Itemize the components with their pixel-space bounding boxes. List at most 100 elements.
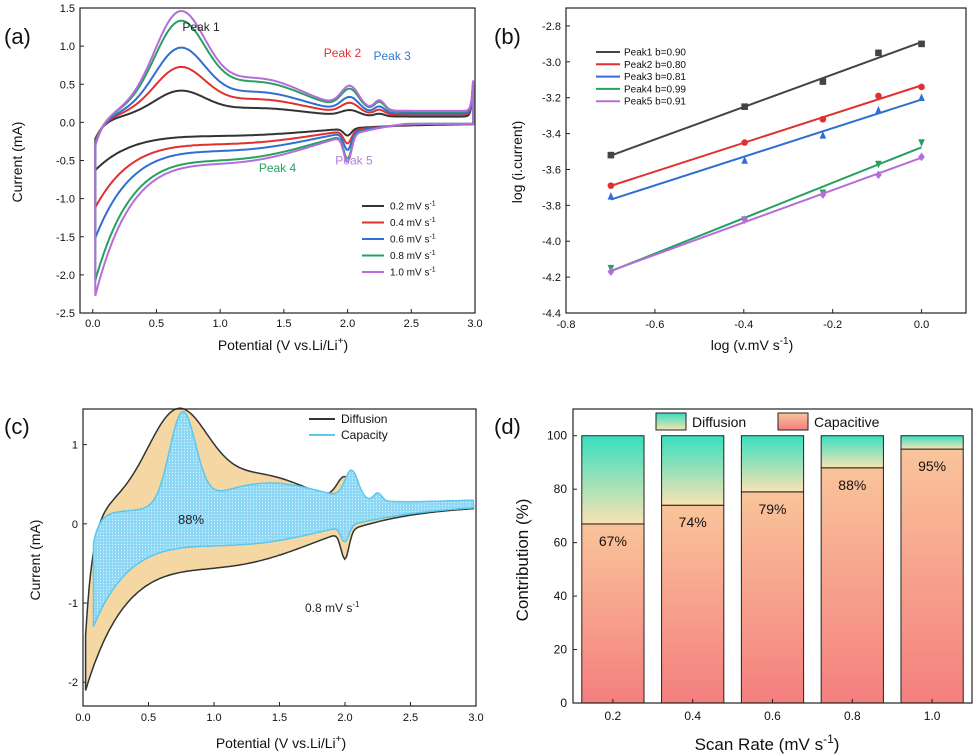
panel-a-peak-label: Peak 3 [373, 49, 411, 63]
panel-d-bar-diffusion [740, 435, 805, 493]
panel-b-ytick-label: -3.4 [542, 129, 561, 141]
panel-d-bar-capacitive [581, 523, 645, 704]
panel-b-ytick-label: -4.4 [542, 308, 561, 320]
panel-d-ytick-label: 40 [554, 589, 568, 603]
panel-b-ytick-label: -3.8 [542, 200, 561, 212]
panel-d-legend-label: Diffusion [692, 414, 746, 430]
panel-d-xtick-label: 0.6 [764, 709, 781, 723]
panel-a-cv-curves: (a) Current (mA) Potential (V vs.Li/Li+)… [4, 3, 483, 353]
panel-a-peak-label: Peak 4 [259, 161, 297, 175]
panel-d-ytick-label: 100 [547, 429, 567, 443]
panel-a-ytick-label: -1.5 [56, 232, 75, 244]
panel-a-ytick-label: -0.5 [56, 156, 75, 168]
panel-b-point [607, 267, 615, 277]
panel-b-fit-line-0 [610, 41, 922, 157]
panel-a-legend-label: 1.0 mV s-1 [390, 267, 436, 279]
panel-c-xtick-label: 2.5 [403, 712, 418, 724]
panel-b-xtick-label: 0.0 [914, 319, 929, 331]
panel-b-fit-line-3 [610, 146, 922, 273]
panel-d-data-label: 95% [918, 458, 946, 474]
panel-d-bar-capacitive [661, 504, 725, 704]
panel-d-bar-diffusion [820, 435, 884, 469]
panel-a-xtick-label: 0.5 [149, 318, 164, 330]
panel-a-legend-label: 0.4 mV s-1 [390, 217, 436, 229]
panel-b-legend-label: Peak3 b=0.81 [624, 72, 686, 83]
panel-b-legend-label: Peak1 b=0.90 [624, 48, 686, 59]
panel-c-capacity-area [92, 410, 475, 627]
panel-a-ticks: 0.0 0.5 1.0 1.5 2.0 2.5 3.0 -2.5 -2.0 -1.5 -1.0 -0.… [56, 3, 483, 330]
panel-d-legend: Diffusion Capacitive [655, 412, 880, 431]
panel-c-legend: Diffusion Capacity [309, 412, 388, 442]
panel-a-legend: 0.2 mV s-1 0.4 mV s-1 0.6 mV s-1 0.8 mV s-1… [362, 201, 436, 279]
panel-c-xtick-label: 0.0 [75, 712, 90, 724]
panel-a-ytick-label: -2.0 [56, 270, 75, 282]
panel-b-point [819, 190, 827, 199]
panel-c-xtick-label: 3.0 [468, 712, 483, 724]
panel-b-point [741, 156, 748, 164]
panel-d-frame [572, 408, 973, 704]
panel-b-ytick-label: -2.8 [542, 21, 561, 33]
panel-b-xtick-label: -0.6 [645, 319, 664, 331]
panel-d-ytick-label: 60 [554, 536, 568, 550]
panel-a-series-4 [94, 9, 475, 297]
panel-b-ytick-label: -4.2 [542, 272, 561, 284]
panel-b-point [607, 151, 615, 159]
panel-a-xtick-label: 3.0 [467, 318, 482, 330]
panel-d-ylabel: Contribution (%) [513, 499, 532, 622]
panel-b-point [819, 131, 827, 139]
panel-b-fit-line-1 [610, 84, 922, 187]
panel-b-legend-label: Peak4 b=0.99 [624, 84, 686, 95]
panel-d-bar-capacitive [820, 467, 884, 704]
panel-b-fits [607, 40, 925, 277]
panel-d-data-label: 74% [679, 514, 707, 530]
panel-a-frame [79, 7, 476, 314]
panel-c-capacitive-area: (c) Current (mA) Potential (V vs.Li/Li+)… [4, 407, 484, 751]
panel-b-point [819, 115, 827, 123]
panel-b-log-fit: (b) log (i.current) log (v.mV s-1) -0.8-… [494, 7, 967, 353]
panel-a-ytick-label: 1.0 [60, 41, 75, 53]
panel-b-legend-label: Peak5 b=0.91 [624, 97, 686, 108]
panel-d-bar-diffusion [900, 435, 964, 450]
panel-c-ylabel: Current (mA) [27, 520, 43, 601]
panel-a-ytick-label: -2.5 [56, 308, 75, 320]
panel-b-point [918, 93, 925, 102]
panel-b-point [875, 49, 882, 57]
panel-b-point [918, 152, 925, 162]
panel-d-ytick-label: 0 [560, 696, 567, 710]
panel-a-xlabel: Potential (V vs.Li/Li+) [218, 336, 348, 353]
panel-d-ticks: 0 20 40 60 80 100 [547, 429, 577, 710]
panel-d-bar-diffusion [581, 435, 645, 525]
panel-b-ylabel: log (i.current) [509, 121, 525, 203]
panel-d-legend-label: Capacitive [814, 414, 880, 430]
panel-c-xtick-label: 1.0 [206, 712, 221, 724]
panel-c-xlabel: Potential (V vs.Li/Li+) [216, 734, 346, 751]
panel-c-areas [84, 407, 475, 691]
panel-b-point [918, 139, 925, 147]
panel-c-ytick-label: 1 [72, 440, 78, 452]
panel-c-xtick-label: 1.5 [272, 712, 287, 724]
panel-a-legend-label: 0.6 mV s-1 [390, 234, 436, 246]
panel-d-letter: (d) [494, 414, 521, 439]
panel-b-point [875, 170, 882, 180]
panel-a-curves [94, 9, 475, 297]
panel-d-bars: 0.2 67% 0.4 74% 0.6 79% 0.8 88% 1.0 95% [581, 435, 964, 723]
panel-a-peak-label: Peak 5 [335, 153, 373, 167]
panel-a-ytick-label: 0.0 [60, 117, 75, 129]
panel-c-legend-label: Capacity [341, 428, 388, 442]
panel-b-point [875, 92, 882, 100]
panel-b-point [607, 182, 615, 189]
panel-b-letter: (b) [494, 24, 521, 49]
panel-c-ticks: 0.0 0.5 1.0 1.5 2.0 2.5 3.0 -2 -1 0 1 [68, 440, 483, 724]
panel-b-frame [565, 7, 967, 314]
panel-b-point [918, 83, 925, 91]
panel-b-point [875, 105, 882, 114]
panel-a-peak-labels: Peak 1 Peak 2 Peak 3 Peak 4 Peak 5 [182, 20, 411, 175]
panel-c-frame [82, 408, 477, 707]
panel-a-series-0 [94, 85, 475, 173]
panel-c-xtick-label: 2.0 [337, 712, 352, 724]
panel-b-ytick-label: -3.6 [542, 164, 561, 176]
panel-d-ytick-label: 80 [554, 482, 568, 496]
panel-c-percent: 88% [178, 512, 204, 527]
